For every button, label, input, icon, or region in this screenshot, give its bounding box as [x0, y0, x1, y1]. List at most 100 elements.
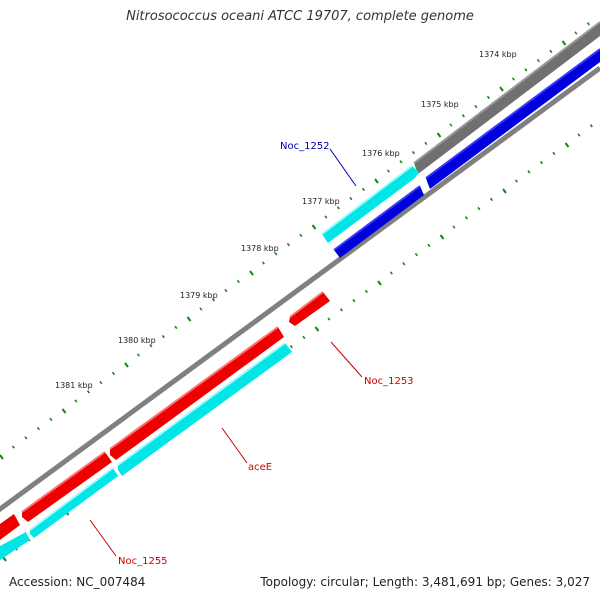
map-title: Nitrosococcus oceani ATCC 19707, complet… — [126, 9, 474, 24]
tick-mark — [86, 390, 90, 394]
gene-noc-1252-highlight — [321, 165, 413, 235]
tick-mark — [199, 307, 203, 311]
tick-mark — [314, 326, 320, 332]
tick-mark — [11, 445, 15, 449]
tick-mark — [36, 426, 40, 431]
tick-mark — [524, 68, 528, 72]
tick-mark — [502, 188, 507, 194]
callout-line-noc-1255 — [89, 519, 117, 557]
tick-mark — [361, 187, 365, 192]
tick-mark — [561, 40, 567, 46]
tick-mark — [549, 49, 553, 54]
tick-mark — [486, 95, 490, 100]
gene-blue-top-highlight — [425, 48, 600, 179]
tick-mark — [439, 234, 445, 240]
tick-mark — [402, 262, 406, 266]
tick-mark — [0, 454, 4, 460]
accession-text: Accession: NC_007484 — [9, 575, 146, 589]
tick-mark — [539, 160, 543, 165]
tick-label-1374: 1374 kbp — [479, 50, 517, 59]
tick-mark — [2, 556, 7, 562]
tick-mark — [386, 169, 390, 173]
tick-mark — [339, 308, 343, 312]
tick-mark — [452, 225, 456, 229]
tick-mark — [299, 233, 303, 238]
tick-mark — [324, 215, 328, 219]
tick-mark — [374, 178, 379, 184]
tick-label-1376: 1376 kbp — [362, 149, 400, 158]
tick-mark — [311, 224, 317, 230]
tick-mark — [499, 86, 504, 92]
genome-backbone — [0, 65, 600, 513]
gene-noc-1253 — [289, 292, 330, 326]
tick-mark — [236, 279, 240, 284]
tick-mark — [349, 196, 353, 201]
tick-mark — [174, 325, 178, 330]
callout-line-noc-1253 — [330, 341, 363, 378]
tick-mark — [124, 362, 129, 368]
tick-mark — [24, 436, 28, 440]
tick-mark — [302, 335, 306, 340]
callout-line-noc-1252 — [329, 148, 357, 187]
gene-left-red-fragment — [0, 514, 20, 540]
tick-label-1377: 1377 kbp — [302, 197, 340, 206]
tick-mark — [464, 216, 468, 220]
tick-mark — [577, 133, 581, 137]
gene-blue-lower — [334, 186, 424, 258]
tick-mark — [149, 344, 153, 348]
gene-label-noc-1255: Noc_1255 — [118, 556, 168, 567]
tick-mark — [424, 141, 428, 146]
tick-mark — [61, 408, 67, 414]
tick-mark — [364, 289, 368, 294]
gene-acee-red-highlight — [109, 326, 279, 450]
tick-mark — [411, 150, 415, 155]
tick-mark — [136, 353, 140, 357]
gene-label-noc-1252: Noc_1252 — [280, 141, 330, 152]
tick-mark — [461, 114, 465, 118]
gene-noc-1255-cyan — [30, 468, 118, 538]
tick-mark — [74, 399, 78, 403]
tick-mark — [536, 58, 540, 63]
tick-mark — [49, 417, 53, 422]
tick-mark — [111, 371, 115, 376]
tick-label-1378: 1378 kbp — [241, 244, 279, 253]
tick-mark — [286, 242, 290, 247]
tick-mark — [274, 252, 278, 256]
tick-mark — [589, 124, 593, 128]
tick-mark — [261, 261, 265, 265]
tick-mark — [352, 298, 356, 303]
gene-acee-cyan-highlight — [117, 342, 286, 466]
tick-mark — [249, 270, 254, 276]
outer-track-highlight — [413, 21, 600, 164]
gene-noc-1255-red-highlight — [21, 451, 106, 513]
tick-label-1375: 1375 kbp — [421, 100, 459, 109]
gene-blue-lower-highlight — [333, 185, 421, 251]
gene-noc-1255-red — [22, 452, 112, 522]
tick-mark — [289, 344, 293, 349]
tick-mark — [489, 197, 493, 202]
tick-mark — [477, 206, 481, 211]
tick-mark — [211, 298, 215, 302]
tick-mark — [224, 288, 228, 293]
tick-mark — [161, 334, 165, 339]
tick-mark — [186, 316, 192, 322]
tick-mark — [399, 160, 403, 164]
tick-mark — [99, 380, 103, 385]
tick-mark — [527, 170, 531, 174]
tick-mark — [514, 179, 518, 183]
tick-mark — [436, 132, 442, 138]
gene-left-cyan-fragment — [0, 532, 30, 560]
gene-label-noc-1253: Noc_1253 — [364, 376, 414, 387]
tick-label-1379: 1379 kbp — [180, 291, 218, 300]
tick-mark — [449, 123, 453, 127]
gene-label-acee: aceE — [248, 462, 272, 473]
tick-label-1381: 1381 kbp — [55, 381, 93, 390]
gene-noc-1255-cyan-highlight — [29, 467, 114, 531]
tick-mark — [377, 280, 382, 286]
tick-mark — [511, 77, 515, 81]
tick-mark — [327, 317, 331, 321]
tick-mark — [586, 22, 590, 26]
tick-mark — [389, 271, 393, 275]
genome-stats-text: Topology: circular; Length: 3,481,691 bp… — [260, 575, 590, 589]
tick-mark — [336, 206, 340, 210]
